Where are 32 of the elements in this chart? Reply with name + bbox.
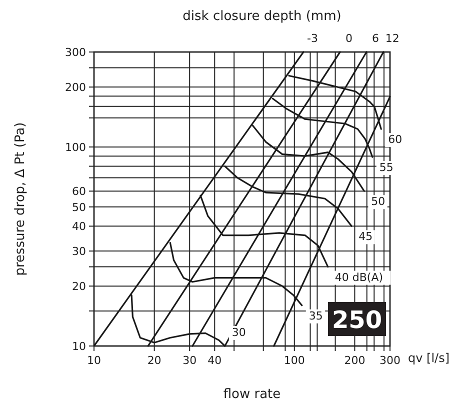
y-tick-label: 40 [72, 220, 86, 234]
series-label: 40 dB(A) [334, 270, 384, 284]
y-tick-label: 50 [72, 200, 86, 214]
y-tick-label: 30 [72, 245, 86, 258]
y-tick-label: 200 [65, 81, 86, 94]
series-label: 30 [232, 326, 246, 339]
series-label: 60 [388, 133, 402, 146]
series-label: 0 [346, 32, 353, 45]
series-label: 55 [379, 161, 394, 174]
x-tick-label: 30 [182, 354, 197, 367]
legend-title: disk closure depth (mm) [182, 9, 342, 24]
series-label: -3 [306, 32, 318, 45]
x-tick-label: 10 [87, 354, 101, 367]
x-tick-label: 300 [380, 354, 400, 367]
y-tick-label: 10 [72, 340, 86, 353]
series-label: 50 [371, 195, 386, 208]
x-tick-label: 20 [147, 354, 162, 367]
series-label: 12 [385, 32, 400, 45]
y-tick-label: 100 [65, 140, 86, 154]
y-axis-title: pressure drop, Δ Pt (Pa) [13, 122, 28, 276]
x-tick-label: 100 [284, 354, 305, 367]
series-label: 35 [308, 309, 323, 322]
x-axis-title: flow rate [223, 387, 281, 402]
x-tick-label: 200 [344, 354, 366, 367]
y-tick-label: 60 [72, 185, 86, 198]
text: qv [l/s] [408, 351, 450, 365]
series-label: 45 [358, 230, 373, 244]
y-tick-label: 20 [72, 280, 86, 294]
series-label: 6 [372, 32, 379, 45]
y-tick-label: 300 [65, 46, 86, 59]
annotation: 250 [332, 306, 382, 334]
x-tick-label: 40 [208, 354, 222, 367]
